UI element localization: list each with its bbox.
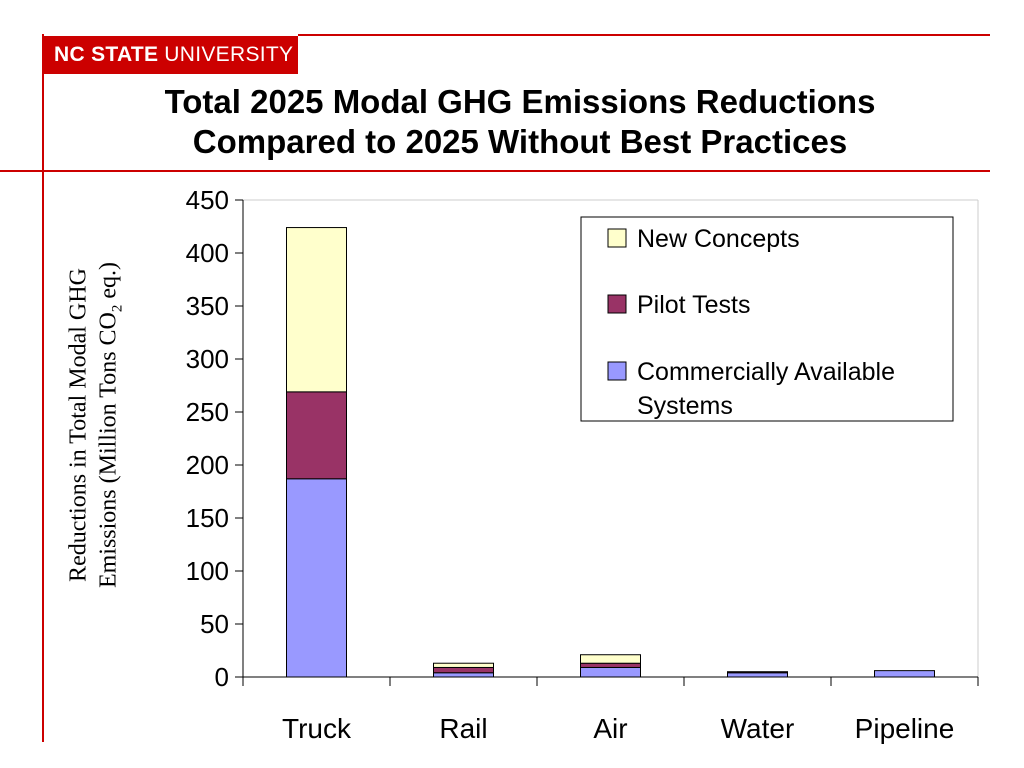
title-line-2: Compared to 2025 Without Best Practices (192, 123, 848, 160)
bar-segment (433, 672, 494, 678)
y-tick-label: 350 (186, 291, 229, 321)
bar-segment (286, 478, 347, 678)
x-tick-label: Truck (282, 713, 352, 744)
x-tick-label: Air (593, 713, 627, 744)
y-tick-label: 150 (186, 503, 229, 533)
y-tick-label: 50 (200, 609, 229, 639)
legend-swatch (607, 294, 627, 314)
bar-segment (433, 666, 494, 674)
legend-box (580, 216, 954, 422)
title-line-1: Total 2025 Modal GHG Emissions Reduction… (164, 83, 876, 120)
y-tick-label: 300 (186, 344, 229, 374)
y-tick-label: 450 (186, 185, 229, 215)
bar-segment (874, 670, 935, 678)
university-logo: NC STATE UNIVERSITY (44, 36, 298, 74)
bar-segment (286, 391, 347, 480)
y-tick-label: 400 (186, 238, 229, 268)
y-tick-label: 200 (186, 450, 229, 480)
logo-bold-text: NC STATE (54, 43, 159, 66)
bar-segment (727, 671, 788, 674)
bar-segment (580, 654, 641, 664)
legend-swatch (607, 228, 627, 248)
bar-segment (286, 227, 347, 393)
bar-segment (580, 666, 641, 678)
x-tick-label: Water (721, 713, 795, 744)
y-tick-label: 100 (186, 556, 229, 586)
x-tick-label: Pipeline (855, 713, 955, 744)
bar-segment (580, 662, 641, 668)
y-tick-label: 250 (186, 397, 229, 427)
page-title: Total 2025 Modal GHG Emissions Reduction… (60, 82, 980, 162)
legend-label: Commercially Available Systems (637, 358, 895, 420)
y-tick-label: 0 (215, 662, 229, 692)
legend-swatch (607, 361, 627, 381)
left-accent-rule (42, 34, 44, 742)
legend-label: New Concepts (637, 225, 800, 253)
top-accent-rule (298, 34, 990, 36)
bar-segment (727, 672, 788, 678)
logo-regular-text: UNIVERSITY (164, 43, 294, 66)
title-divider-rule (0, 170, 990, 172)
bar-segment (433, 662, 494, 668)
legend-label: Pilot Tests (637, 291, 750, 319)
x-tick-label: Rail (439, 713, 487, 744)
